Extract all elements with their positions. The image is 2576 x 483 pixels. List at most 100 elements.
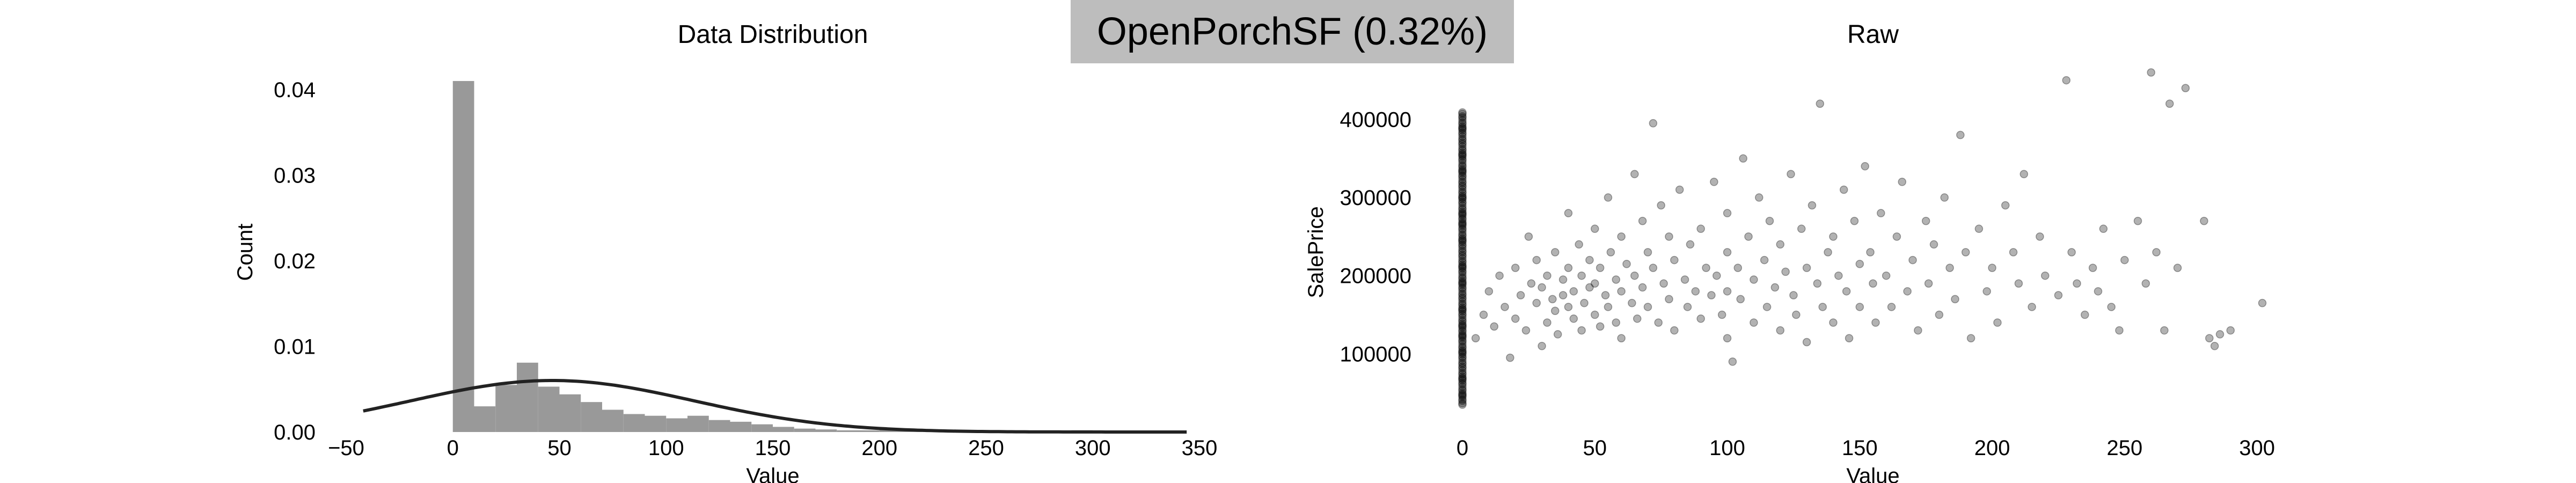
scatter-zero-point: [1458, 257, 1467, 265]
histogram-x-ticks: −50 0 50 100 150 200 250 300 350: [328, 436, 1217, 460]
scatter-point: [1797, 224, 1806, 233]
scatter-point: [1548, 295, 1557, 304]
scatter-zero-point: [1458, 138, 1467, 147]
scatter-point: [2019, 170, 2029, 179]
scatter-point: [2062, 76, 2071, 85]
histogram-bar-2: [495, 385, 517, 432]
scatter-title: Raw: [1847, 20, 1899, 49]
scatter-point: [1612, 318, 1621, 327]
scatter-point: [1855, 260, 1864, 268]
scatter-point: [1524, 232, 1533, 241]
scatter-point: [1866, 248, 1875, 257]
scatter-zero-point: [1458, 395, 1467, 404]
scatter-zero-point: [1458, 125, 1467, 133]
scatter-point: [1717, 310, 1726, 319]
scatter-zero-point: [1458, 383, 1467, 391]
scatter-y-ticks: 100000 200000 300000 400000: [1340, 108, 1411, 366]
scatter-point: [1630, 170, 1639, 179]
scatter-zero-point: [1458, 122, 1467, 131]
scatter-zero-point: [1458, 279, 1467, 288]
scatter-point: [2141, 279, 2150, 288]
scatter-point: [1585, 255, 1594, 265]
scatter-point: [1723, 209, 1732, 217]
histogram-bar-1: [474, 406, 496, 432]
scatter-point: [1604, 303, 1613, 311]
scatter-point: [2120, 255, 2129, 265]
scatter-point: [2067, 248, 2076, 257]
scatter-point: [1829, 318, 1838, 327]
scatter-zero-point: [1458, 274, 1467, 283]
scatter-point: [1696, 224, 1705, 233]
scatter-point: [1924, 279, 1933, 288]
scatter-point: [1776, 326, 1785, 335]
scatter-zero-point: [1458, 109, 1467, 119]
histogram-bar-16: [794, 428, 816, 432]
scatter-point: [2041, 271, 2050, 280]
scatter-point: [1638, 283, 1647, 292]
scatter-point: [1993, 318, 2002, 327]
scatter-x-tick-0: 0: [1457, 436, 1468, 460]
scatter-zero-point: [1458, 158, 1467, 167]
scatter-point: [1577, 326, 1586, 335]
scatter-zero-point: [1458, 278, 1467, 287]
histogram-x-tick-1: 0: [447, 436, 459, 460]
histogram-bar-11: [687, 415, 709, 432]
scatter-zero-point: [1458, 135, 1467, 143]
scatter-point: [1921, 216, 1930, 225]
histogram-bar-6: [581, 402, 602, 432]
scatter-zero-point: [1458, 231, 1467, 240]
scatter-zero-point: [1458, 113, 1467, 122]
scatter-point: [1824, 248, 1832, 257]
scatter-zero-point: [1458, 354, 1467, 362]
scatter-zero-point: [1458, 348, 1467, 357]
scatter-point: [1686, 240, 1695, 249]
scatter-point: [1495, 271, 1504, 280]
scatter-point: [1591, 279, 1599, 288]
scatter-zero-point: [1458, 258, 1467, 267]
scatter-zero-point: [1458, 177, 1467, 186]
scatter-point: [1882, 271, 1891, 280]
scatter-point: [2226, 326, 2235, 335]
scatter-point: [1702, 264, 1710, 272]
scatter-point: [1638, 216, 1647, 225]
scatter-y-tick-3: 400000: [1340, 108, 1411, 131]
scatter-zero-point: [1458, 224, 1467, 233]
scatter-point: [1591, 224, 1599, 233]
feature-banner: OpenPorchSF (0.32%): [1071, 0, 1514, 63]
scatter-zero-point: [1458, 246, 1467, 255]
histogram-chart: Data Distribution Value Count −50 0 50 100 1…: [233, 20, 1217, 483]
scatter-zero-point: [1458, 327, 1467, 336]
scatter-zero-point: [1458, 152, 1467, 161]
scatter-zero-point: [1458, 289, 1467, 298]
scatter-zero-point: [1458, 372, 1467, 381]
scatter-point: [1569, 314, 1578, 323]
scatter-zero-point: [1458, 386, 1467, 395]
scatter-point: [1802, 264, 1811, 272]
scatter-point: [2258, 298, 2267, 308]
scatter-point: [1521, 326, 1531, 335]
scatter-zero-point: [1458, 333, 1467, 342]
scatter-point: [2160, 326, 2169, 335]
scatter-point: [1490, 322, 1498, 331]
scatter-zero-point: [1458, 123, 1467, 133]
scatter-point: [1813, 279, 1822, 288]
scatter-point: [2205, 334, 2214, 342]
scatter-point: [1839, 185, 1848, 194]
histogram-bar-10: [666, 418, 687, 432]
scatter-point: [1914, 326, 1922, 335]
scatter-zero-point: [1458, 136, 1467, 145]
scatter-point: [1575, 240, 1583, 249]
scatter-zero-point: [1458, 319, 1467, 328]
histogram-y-ticks: 0.00 0.01 0.02 0.03 0.04: [274, 78, 316, 444]
scatter-point: [1604, 193, 1613, 202]
scatter-point: [1877, 209, 1885, 217]
scatter-point: [1617, 232, 1626, 241]
scatter-point: [1643, 248, 1652, 257]
scatter-zero-point: [1458, 234, 1467, 243]
scatter-zero-point: [1458, 167, 1467, 176]
scatter-point: [1723, 334, 1732, 342]
scatter-zero-point: [1458, 144, 1467, 153]
scatter-point: [1617, 334, 1626, 342]
scatter-zero-point: [1458, 150, 1467, 159]
